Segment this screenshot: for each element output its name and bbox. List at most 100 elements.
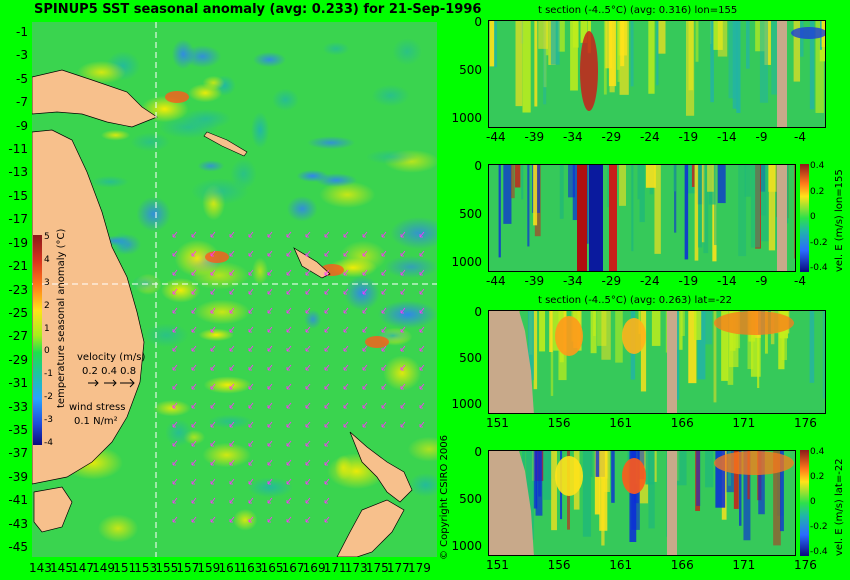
map-x-tick: 167 bbox=[281, 561, 305, 575]
sst-colorbar bbox=[33, 235, 42, 445]
sst-colorbar-tick: 0 bbox=[44, 346, 50, 357]
map-y-tick: -21 bbox=[8, 259, 28, 274]
section-x-tick: -4 bbox=[794, 130, 806, 144]
tasmania-land bbox=[33, 486, 73, 533]
map-x-tick: 149 bbox=[92, 561, 116, 575]
velocity-legend-arrows bbox=[88, 378, 135, 388]
map-x-tick: 161 bbox=[218, 561, 242, 575]
map-y-tick: -29 bbox=[8, 352, 28, 367]
section-y-tick: 1000 bbox=[451, 397, 482, 411]
section-x-tick: -14 bbox=[717, 274, 737, 288]
section-x-tick: 156 bbox=[547, 558, 571, 572]
sst-colorbar-tick: -4 bbox=[44, 438, 53, 448]
map-x-tick: 171 bbox=[323, 561, 347, 575]
papua-new-guinea-land bbox=[32, 69, 158, 128]
velocity-colorbar-tick: -0.2 bbox=[810, 237, 828, 248]
velocity-colorbar-lat bbox=[800, 450, 809, 556]
velocity-colorbar-tick: 0.2 bbox=[810, 472, 825, 482]
section-x-tick: -29 bbox=[601, 130, 622, 144]
section-x-tick: -39 bbox=[524, 130, 545, 144]
map-x-tick: 143 bbox=[29, 561, 52, 575]
map-x-tick: 145 bbox=[50, 561, 73, 575]
velocity-legend-values: 0.2 0.4 0.8 bbox=[82, 366, 137, 377]
section-y-tick: 1000 bbox=[451, 539, 482, 553]
section-y-tick: 500 bbox=[459, 207, 482, 221]
map-y-tick: -13 bbox=[8, 165, 28, 180]
section-plot-svg bbox=[489, 451, 795, 555]
section-title: t section (-4..5°C) (avg: 0.263) lat=-22 bbox=[538, 295, 733, 306]
wind-stress-legend-value: 0.1 N/m² bbox=[74, 416, 118, 427]
velocity-colorbar-tick: -0.4 bbox=[810, 263, 828, 273]
sst-colorbar-tick: 3 bbox=[44, 277, 50, 288]
map-y-tick: -43 bbox=[8, 516, 28, 531]
velocity-colorbar-tick: 0 bbox=[810, 497, 816, 507]
section-x-tick: -24 bbox=[640, 274, 660, 288]
section-x-tick: -29 bbox=[601, 274, 622, 288]
section-y-tick: 500 bbox=[459, 492, 482, 506]
section-title: t section (-4..5°C) (avg: 0.316) lon=155 bbox=[538, 5, 738, 16]
map-y-tick: -37 bbox=[8, 446, 28, 461]
map-x-tick: 173 bbox=[344, 561, 368, 575]
map-x-tick: 177 bbox=[386, 561, 410, 575]
section-y-tick: 1000 bbox=[451, 111, 482, 125]
map-x-tick: 175 bbox=[365, 561, 389, 575]
section-x-tick: 166 bbox=[670, 558, 694, 572]
map-y-tick: -23 bbox=[8, 282, 28, 297]
sst-colorbar-tick: -2 bbox=[44, 392, 53, 403]
section-x-tick: -39 bbox=[524, 274, 545, 288]
map-x-tick: 169 bbox=[302, 561, 326, 575]
section-x-tick: 166 bbox=[670, 416, 694, 430]
map-y-tick: -45 bbox=[8, 540, 28, 554]
velocity-colorbar-tick: -0.2 bbox=[810, 522, 828, 532]
map-y-tick: -7 bbox=[16, 95, 28, 110]
section-y-tick: 0 bbox=[474, 159, 482, 173]
velocity-colorbar-tick: 0 bbox=[810, 212, 816, 222]
section-x-tick: 151 bbox=[486, 558, 509, 572]
sst-colorbar-label: temperature seasonal anomaly (°C) bbox=[56, 228, 67, 408]
map-x-tick: 153 bbox=[134, 561, 158, 575]
sst-colorbar-tick: -1 bbox=[44, 369, 53, 380]
map-y-tick: -35 bbox=[8, 422, 28, 437]
section-x-tick: -34 bbox=[563, 130, 583, 144]
map-y-tick: -11 bbox=[8, 142, 28, 157]
sst-anomaly-map[interactable] bbox=[32, 22, 437, 557]
map-y-tick: -41 bbox=[8, 493, 28, 508]
map-x-tick: 163 bbox=[239, 561, 263, 575]
section-x-tick: -19 bbox=[678, 274, 699, 288]
map-x-tick: 147 bbox=[71, 561, 94, 575]
section-plot-svg bbox=[489, 311, 825, 413]
map-y-tick: -25 bbox=[8, 305, 28, 320]
map-y-tick: -5 bbox=[16, 71, 28, 86]
new-zealand-north-land bbox=[349, 431, 413, 503]
section-x-tick: -4 bbox=[794, 274, 806, 288]
solomon-islands-land bbox=[203, 131, 248, 157]
map-x-tick: 165 bbox=[260, 561, 284, 575]
section-y-tick: 500 bbox=[459, 63, 482, 77]
anomaly-patches bbox=[63, 38, 437, 543]
section-y-tick: 0 bbox=[474, 445, 482, 459]
section-x-tick: -9 bbox=[755, 130, 768, 144]
map-y-tick: -33 bbox=[8, 399, 28, 414]
section-x-tick: 161 bbox=[609, 416, 633, 430]
map-y-tick: -39 bbox=[8, 469, 28, 484]
velocity-legend-label: velocity (m/s) bbox=[77, 352, 146, 363]
map-x-tick: 159 bbox=[197, 561, 221, 575]
section-x-tick: 171 bbox=[732, 558, 756, 572]
map-x-tick: 179 bbox=[407, 561, 431, 575]
section-plot-0 bbox=[488, 20, 826, 128]
map-x-tick: 155 bbox=[155, 561, 179, 575]
section-y-tick: 1000 bbox=[451, 255, 482, 269]
section-x-tick: 176 bbox=[794, 558, 817, 572]
map-y-tick: -17 bbox=[8, 212, 28, 227]
sst-colorbar-tick: 5 bbox=[44, 232, 50, 242]
velocity-colorbar-lat-ticks: 0.4 0.2 0 -0.2 -0.4 bbox=[810, 447, 836, 557]
section-x-tick: 151 bbox=[486, 416, 509, 430]
wind-stress-legend-label: wind stress bbox=[69, 402, 126, 413]
section-plot-svg bbox=[489, 21, 825, 127]
section-plot-3 bbox=[488, 450, 796, 556]
section-x-tick: -34 bbox=[563, 274, 583, 288]
sst-colorbar-tick: -3 bbox=[44, 415, 53, 426]
map-y-axis: -1 -3 -5 -7 -9 -11 -13 -15 -17 -19 -21 -23 -25 -27 -29… bbox=[0, 0, 32, 580]
velocity-colorbar-tick: 0.4 bbox=[810, 447, 825, 457]
section-y-tick: 500 bbox=[459, 351, 482, 365]
